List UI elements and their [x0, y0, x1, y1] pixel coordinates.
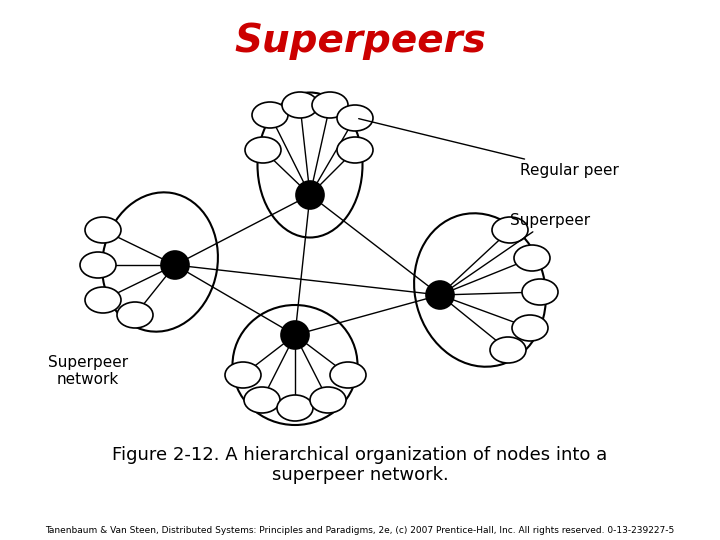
Ellipse shape	[522, 279, 558, 305]
Ellipse shape	[277, 395, 313, 421]
Ellipse shape	[514, 245, 550, 271]
Ellipse shape	[312, 92, 348, 118]
Ellipse shape	[492, 217, 528, 243]
Text: Superpeer
network: Superpeer network	[48, 355, 128, 387]
Ellipse shape	[282, 92, 318, 118]
Ellipse shape	[490, 337, 526, 363]
Ellipse shape	[512, 315, 548, 341]
Ellipse shape	[310, 387, 346, 413]
Text: Superpeers: Superpeers	[234, 22, 486, 59]
Ellipse shape	[245, 137, 281, 163]
Ellipse shape	[337, 105, 373, 131]
Ellipse shape	[225, 362, 261, 388]
Circle shape	[426, 281, 454, 309]
Circle shape	[296, 181, 324, 209]
Text: Superpeer: Superpeer	[444, 213, 590, 293]
Ellipse shape	[80, 252, 116, 278]
Ellipse shape	[330, 362, 366, 388]
Text: Figure 2-12. A hierarchical organization of nodes into a
superpeer network.: Figure 2-12. A hierarchical organization…	[112, 446, 608, 484]
Ellipse shape	[117, 302, 153, 328]
Ellipse shape	[85, 217, 121, 243]
Circle shape	[161, 251, 189, 279]
Ellipse shape	[85, 287, 121, 313]
Ellipse shape	[244, 387, 280, 413]
Text: Tanenbaum & Van Steen, Distributed Systems: Principles and Paradigms, 2e, (c) 20: Tanenbaum & Van Steen, Distributed Syste…	[45, 525, 675, 535]
Ellipse shape	[252, 102, 288, 128]
Ellipse shape	[337, 137, 373, 163]
Circle shape	[281, 321, 309, 349]
Text: Regular peer: Regular peer	[359, 119, 619, 178]
